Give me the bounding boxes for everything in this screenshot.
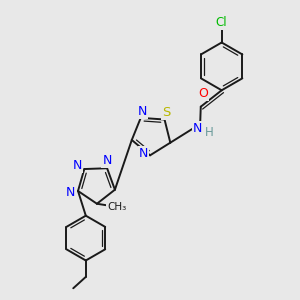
- Text: N: N: [137, 105, 147, 118]
- Text: Cl: Cl: [216, 16, 227, 29]
- Text: H: H: [205, 126, 214, 139]
- Text: N: N: [193, 122, 203, 135]
- Text: N: N: [139, 147, 148, 160]
- Text: S: S: [162, 106, 170, 118]
- Text: CH₃: CH₃: [107, 202, 127, 212]
- Text: N: N: [102, 154, 112, 167]
- Text: N: N: [66, 186, 75, 199]
- Text: O: O: [198, 87, 208, 100]
- Text: N: N: [73, 159, 82, 172]
